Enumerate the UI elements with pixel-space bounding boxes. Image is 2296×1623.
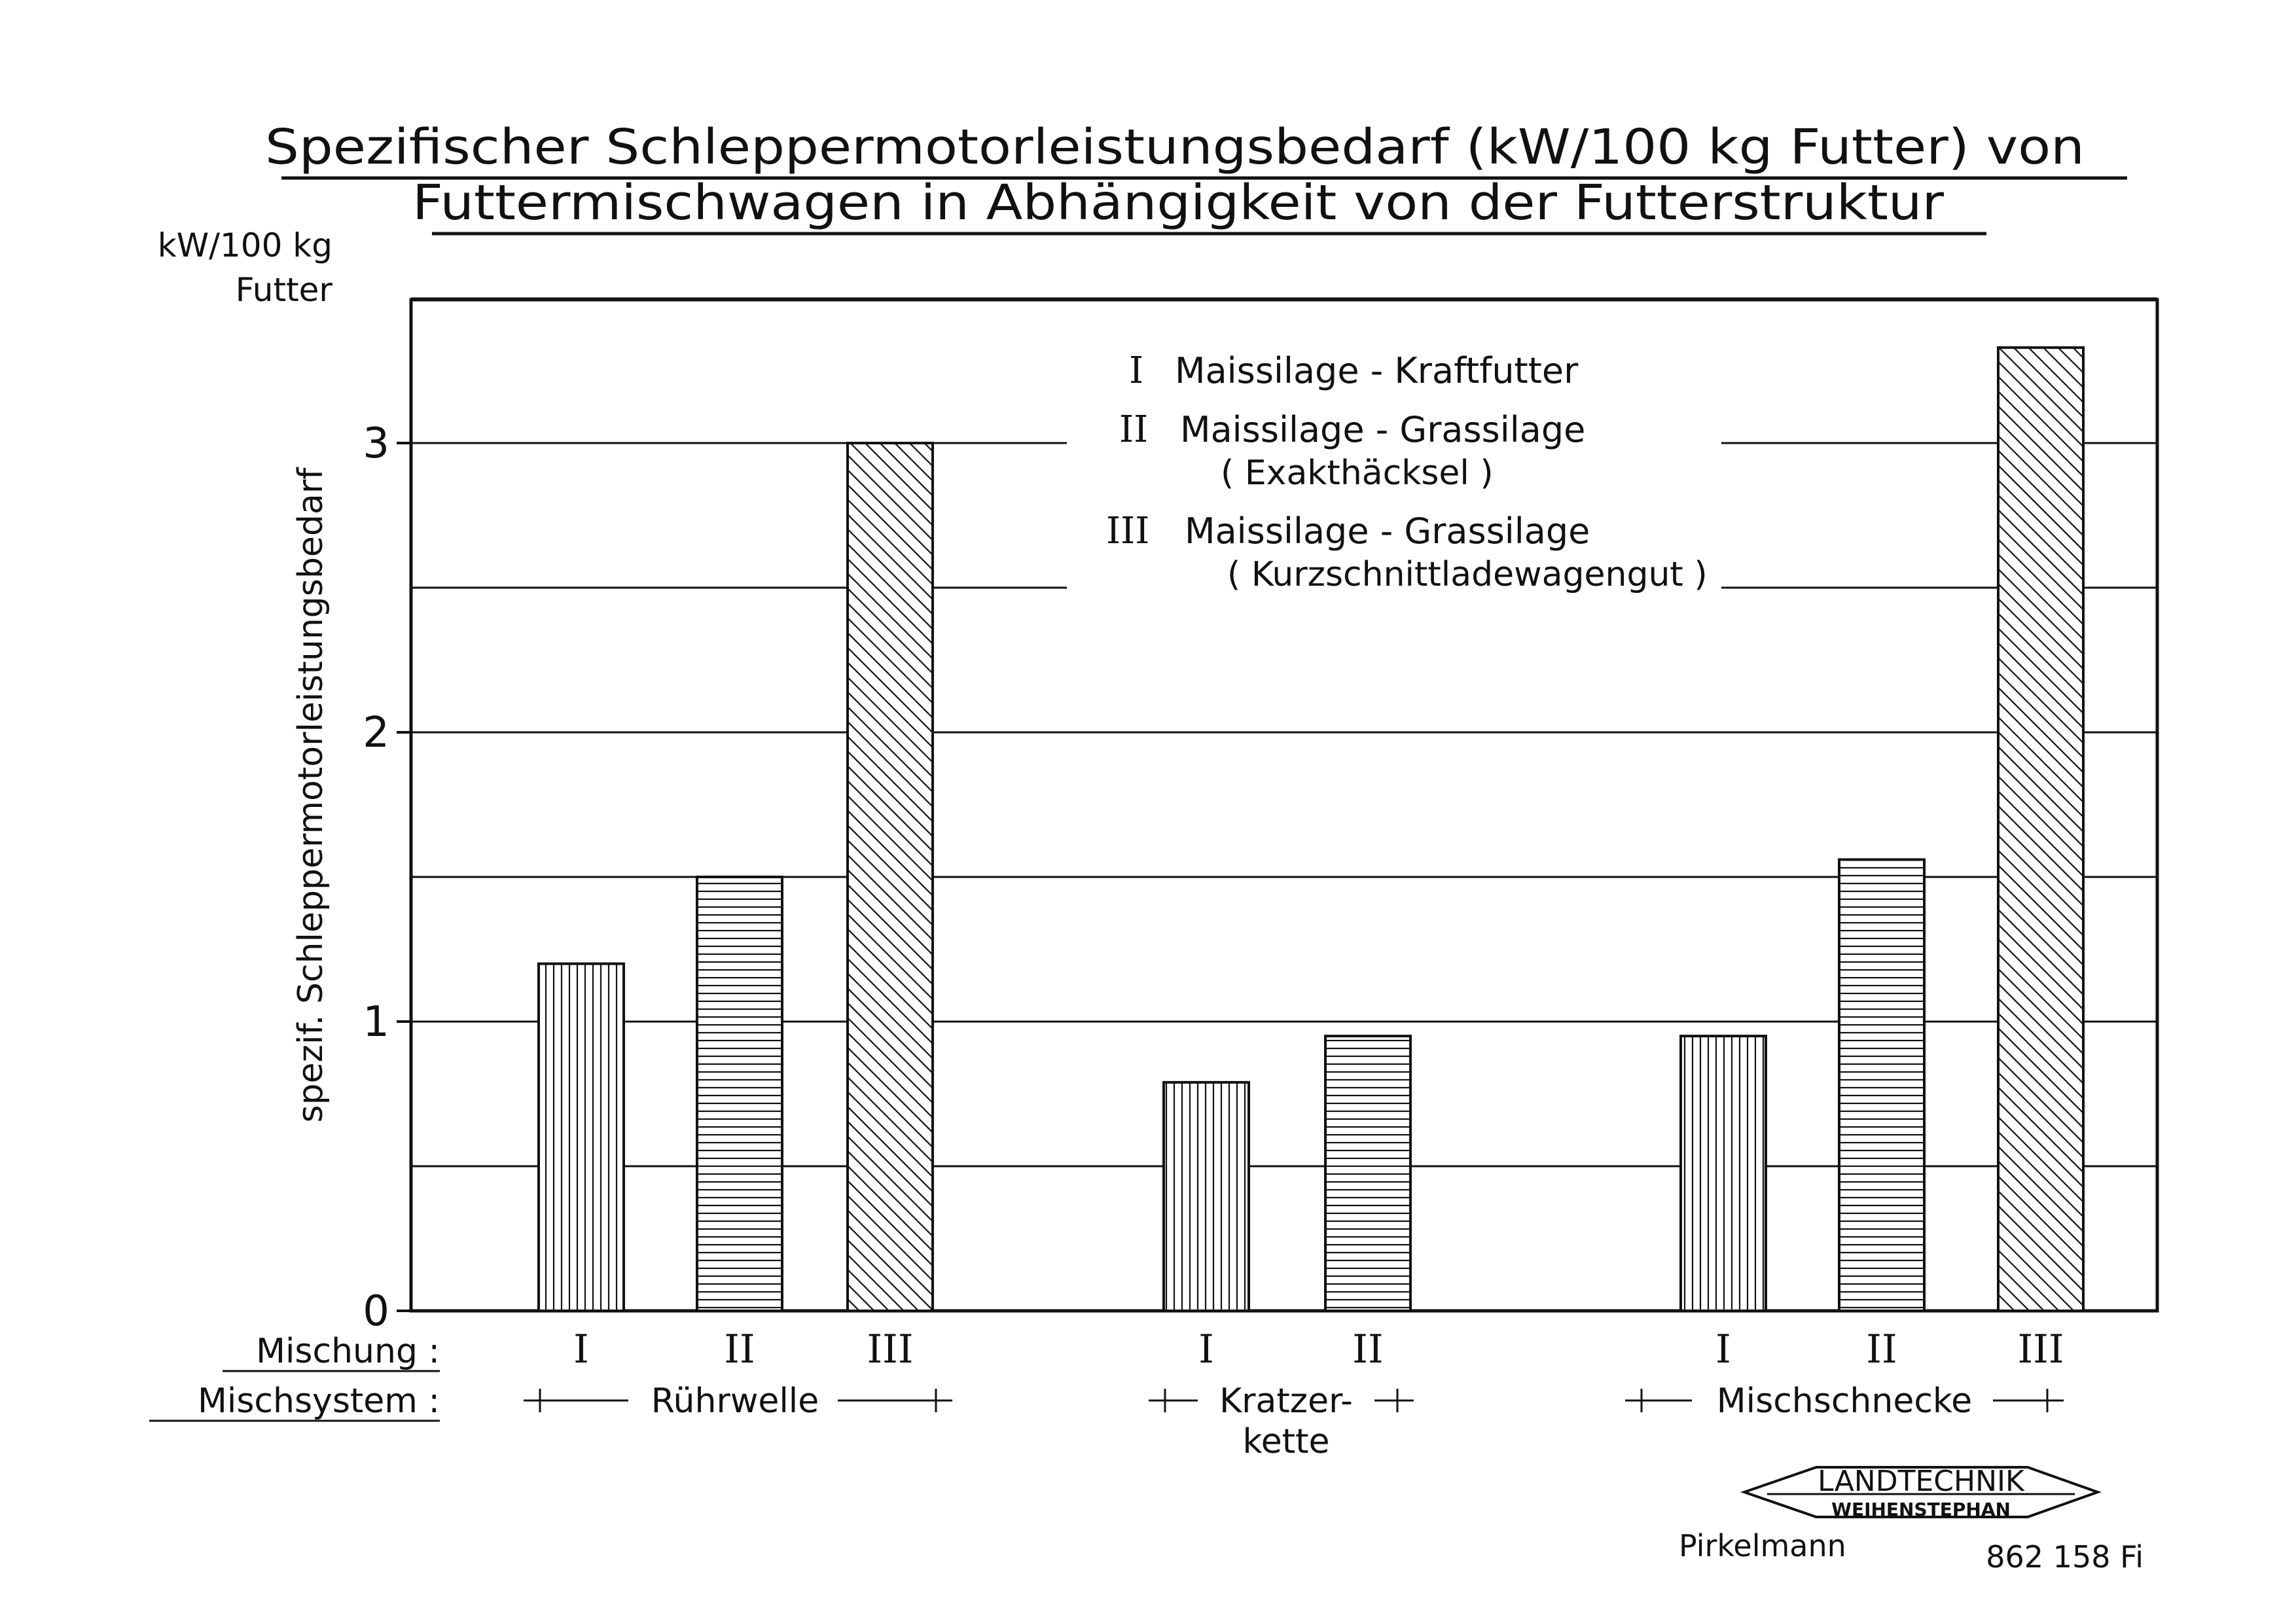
legend-sub-3: ( Kurzschnittladewagengut ) — [1227, 555, 1708, 594]
footer-code: 862 158 Fi — [1986, 1539, 2144, 1575]
bar-2-I — [1162, 1080, 1250, 1312]
mixture-label: I — [1715, 1327, 1731, 1372]
mixture-row-label: Mischung : — [256, 1332, 440, 1371]
y-unit-line2: Futter — [236, 271, 333, 309]
mixture-label: I — [1198, 1327, 1214, 1372]
landtechnik-logo: LANDTECHNIK WEIHENSTEPHAN — [1740, 1465, 2102, 1520]
logo-line2: WEIHENSTEPHAN — [1831, 1499, 2011, 1520]
legend-sub-2: ( Exakthäcksel ) — [1221, 454, 1494, 493]
system-label: Mischschnecke — [1717, 1382, 1972, 1421]
bar-3-I — [1679, 1035, 1767, 1312]
legend-code-2: II — [1119, 408, 1148, 451]
y-tick-label: 2 — [363, 709, 389, 757]
mixture-label: II — [724, 1327, 755, 1372]
y-axis-label: spezif. Schleppermotorleistungsbedarf — [291, 467, 331, 1123]
bar-1-II — [696, 876, 783, 1312]
footer-author: Pirkelmann — [1679, 1528, 1846, 1563]
legend-name-3: Maissilage - Grassilage — [1185, 510, 1590, 552]
y-tick-label: 0 — [363, 1287, 389, 1336]
system-label-line2: kette — [1242, 1422, 1329, 1461]
mixture-label: II — [1352, 1327, 1383, 1372]
mixture-label: III — [2017, 1327, 2064, 1372]
plot-frame — [409, 298, 2159, 1313]
legend-code-3: III — [1106, 510, 1149, 552]
y-tick-label: 1 — [363, 998, 389, 1046]
legend-background — [1067, 330, 1721, 605]
y-tick-label: 3 — [363, 419, 389, 468]
logo-line1: LANDTECHNIK — [1818, 1465, 2025, 1498]
chart-title-line2: Futtermischwagen in Abhängigkeit von der… — [412, 175, 1945, 231]
bar-3-III — [1997, 346, 2085, 1312]
mixture-label: III — [867, 1327, 913, 1372]
bar-1-I — [537, 962, 625, 1312]
bars — [537, 346, 2085, 1312]
system-label: Rührwelle — [651, 1382, 819, 1421]
legend: I Maissilage - Kraftfutter II Maissilage… — [1106, 349, 1708, 594]
bar-3-II — [1838, 858, 1926, 1312]
y-unit-line1: kW/100 kg — [158, 226, 332, 264]
mixture-label: II — [1866, 1327, 1897, 1372]
y-tick-labels: 0 1 2 3 — [363, 419, 411, 1336]
bar-2-II — [1324, 1035, 1412, 1312]
system-label: Kratzer- — [1219, 1382, 1353, 1421]
legend-name-1: Maissilage - Kraftfutter — [1175, 350, 1579, 391]
logo-outline — [1740, 1466, 2102, 1518]
legend-code-1: I — [1129, 349, 1143, 392]
bar-1-III — [846, 442, 934, 1312]
system-row-label: Mischsystem : — [198, 1382, 440, 1421]
mixture-label: I — [573, 1327, 589, 1372]
chart-title-line1: Spezifischer Schleppermotorleistungsbeda… — [265, 119, 2085, 175]
legend-name-2: Maissilage - Grassilage — [1180, 409, 1585, 450]
